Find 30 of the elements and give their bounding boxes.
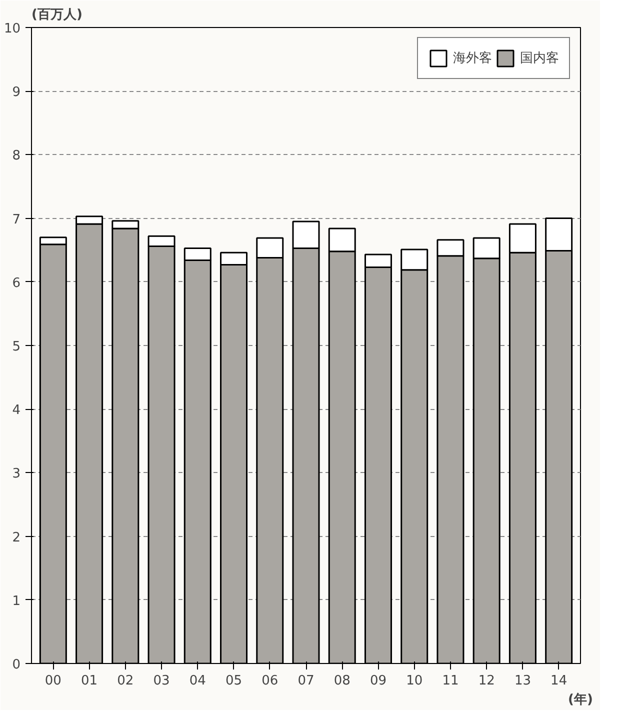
y-tick-label: 4 bbox=[12, 403, 21, 418]
x-axis-title: (年) bbox=[568, 692, 593, 708]
y-tick-label: 0 bbox=[12, 658, 21, 672]
x-tick-label: 13 bbox=[514, 674, 531, 688]
y-axis-title: (百万人) bbox=[32, 8, 82, 22]
legend-label: 国内客 bbox=[520, 50, 559, 67]
x-tick-label: 03 bbox=[153, 674, 170, 688]
y-tick-label: 10 bbox=[4, 22, 21, 36]
x-tick-label: 12 bbox=[478, 674, 495, 688]
y-tick-label: 1 bbox=[12, 594, 21, 609]
y-tick-label: 8 bbox=[12, 148, 21, 164]
y-tick-label: 7 bbox=[12, 212, 21, 228]
y-tick-label: 9 bbox=[12, 85, 21, 100]
x-tick-label: 07 bbox=[298, 674, 314, 688]
x-tick-label: 01 bbox=[81, 674, 98, 688]
x-tick-label: 02 bbox=[117, 674, 134, 688]
y-tick-label: 2 bbox=[12, 530, 21, 546]
x-tick-label: 00 bbox=[44, 674, 62, 688]
y-tick-label: 5 bbox=[12, 340, 21, 354]
y-tick-label: 3 bbox=[12, 466, 21, 482]
x-tick-label: 09 bbox=[370, 674, 387, 688]
x-tick-label: 05 bbox=[225, 674, 242, 688]
x-tick-label: 10 bbox=[406, 674, 423, 688]
y-tick-label: 6 bbox=[12, 276, 21, 291]
x-tick-label: 11 bbox=[442, 674, 459, 688]
x-tick-label: 04 bbox=[189, 674, 206, 688]
x-tick-label: 08 bbox=[334, 674, 350, 688]
legend-label: 海外客 bbox=[453, 50, 492, 67]
x-tick-label: 06 bbox=[262, 674, 278, 688]
x-tick-label: 14 bbox=[550, 674, 568, 688]
